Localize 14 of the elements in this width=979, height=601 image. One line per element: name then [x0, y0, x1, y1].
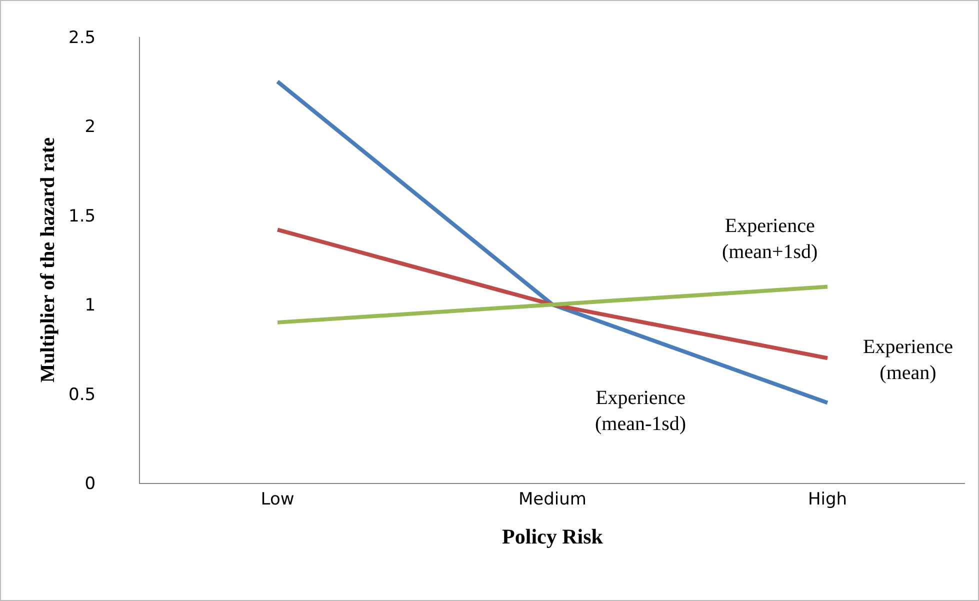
x-tick-label: Low — [260, 489, 294, 510]
series-label: Experience (mean-1sd) — [595, 387, 686, 435]
y-tick-label: 2 — [84, 117, 96, 138]
series-label: Experience (mean) — [863, 336, 954, 384]
y-tick-label: 0 — [84, 474, 96, 494]
y-tick-label: 1 — [84, 296, 96, 316]
series-label: Experience (mean+1sd) — [722, 215, 818, 263]
x-axis-title: Policy Risk — [502, 524, 604, 549]
y-axis-title: Multiplier of the hazard rate — [37, 137, 60, 383]
y-tick-label: 2.5 — [68, 28, 96, 48]
y-tick-label: 1.5 — [68, 206, 96, 226]
y-tick-label: 0.5 — [68, 384, 96, 405]
x-tick-label: High — [808, 489, 848, 510]
x-tick-label: Medium — [518, 489, 586, 510]
